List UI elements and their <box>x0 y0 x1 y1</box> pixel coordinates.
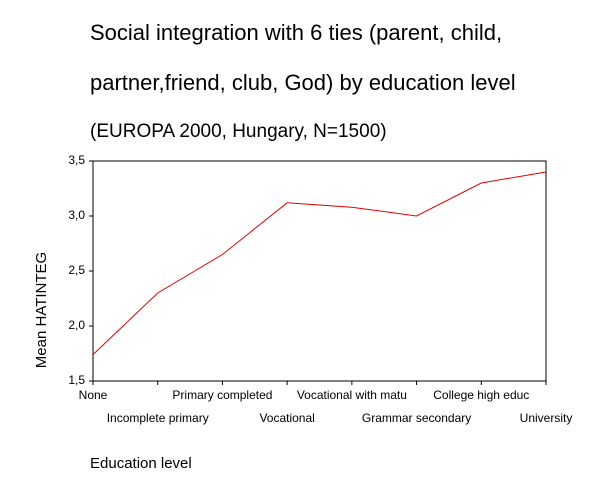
x-tick-label: Primary completed <box>172 388 272 402</box>
x-tick-label: College high educ <box>433 388 529 402</box>
y-axis-title: Mean HATINTEG <box>33 252 50 368</box>
x-tick-label: None <box>79 388 108 402</box>
y-tick-label: 2,0 <box>68 318 85 332</box>
x-tick-label: Grammar secondary <box>362 411 471 425</box>
x-tick-label: University <box>520 411 573 425</box>
line-series <box>92 171 547 355</box>
chart-subtitle: (EUROPA 2000, Hungary, N=1500) <box>90 121 387 142</box>
x-tick-label: Incomplete primary <box>107 411 209 425</box>
y-tick-label: 2,5 <box>68 263 85 277</box>
chart-title: partner,friend, club, God) by education … <box>90 70 516 95</box>
y-tick-label: 3,5 <box>68 153 85 167</box>
y-tick-label: 1,5 <box>68 373 85 387</box>
chart-title: Social integration with 6 ties (parent, … <box>90 20 502 45</box>
x-tick-label: Vocational with matu <box>297 388 407 402</box>
x-tick-label: Vocational <box>259 411 314 425</box>
y-tick-label: 3,0 <box>68 208 85 222</box>
x-axis-title: Education level <box>90 455 192 472</box>
